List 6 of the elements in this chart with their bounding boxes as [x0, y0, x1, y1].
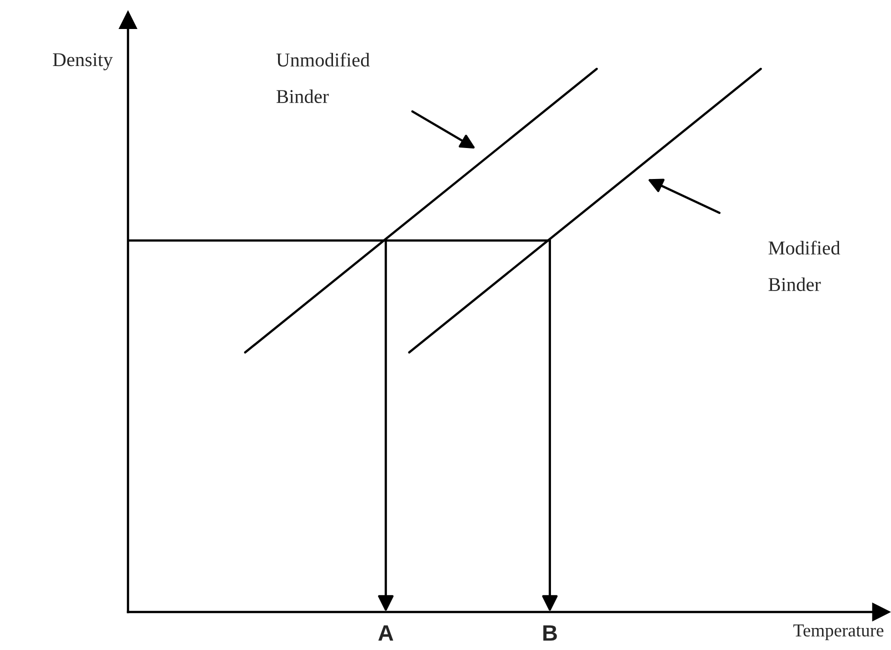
x-axis-title: Temperature	[793, 624, 884, 640]
y-axis-title: Density	[52, 53, 113, 70]
x-tick-label: B	[543, 625, 557, 641]
annotation: Unmodified Binder	[276, 52, 370, 104]
annotation: Modified Binder	[768, 240, 840, 292]
x-tick-label: A	[378, 625, 394, 641]
